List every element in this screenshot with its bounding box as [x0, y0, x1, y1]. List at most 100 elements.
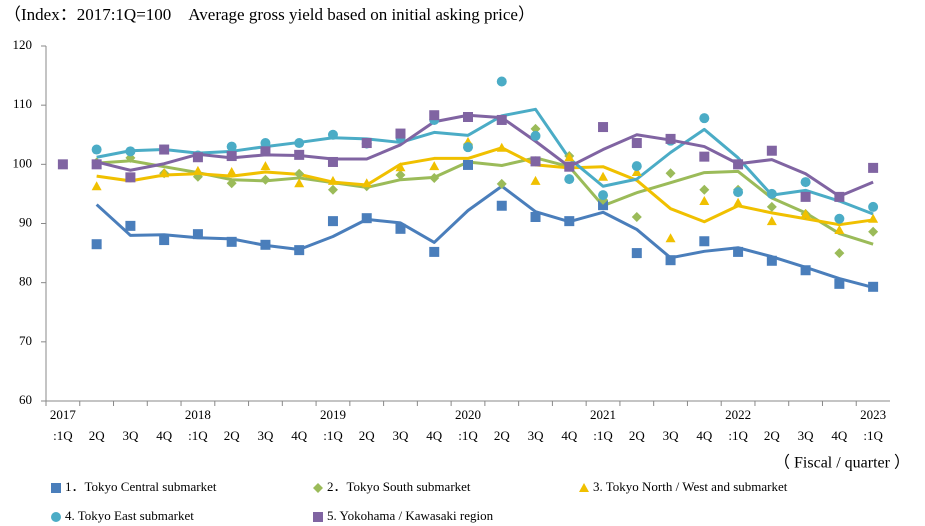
x-year-label: 2018 — [185, 407, 211, 422]
x-tick-label: 2Q — [359, 428, 376, 443]
x-tick-label: :1Q — [188, 428, 208, 443]
marker — [800, 191, 811, 202]
marker — [192, 165, 203, 175]
marker — [631, 138, 642, 149]
marker — [496, 76, 507, 87]
marker — [463, 159, 473, 170]
marker — [429, 172, 440, 183]
marker — [260, 239, 271, 250]
x-axis-label: （ Fiscal / quarter ） — [774, 454, 910, 472]
x-tick-label: 3Q — [393, 428, 410, 443]
marker — [564, 161, 575, 172]
marker — [868, 226, 879, 237]
x-tick-label: 3Q — [528, 428, 545, 443]
marker — [91, 159, 102, 170]
legend-marker — [313, 512, 323, 522]
marker — [530, 156, 541, 167]
x-tick-label: 4Q — [291, 428, 308, 443]
marker — [800, 177, 811, 188]
marker — [260, 161, 271, 171]
marker — [868, 162, 879, 173]
marker — [91, 181, 102, 191]
marker — [463, 112, 473, 122]
marker — [192, 229, 203, 240]
x-tick-label: 2Q — [89, 428, 106, 443]
marker — [665, 233, 676, 243]
marker — [327, 175, 338, 185]
x-tick-label: 2Q — [764, 428, 781, 443]
marker — [631, 167, 642, 177]
marker — [564, 152, 575, 162]
marker — [91, 239, 102, 250]
x-tick-label: 3Q — [122, 428, 139, 443]
marker — [733, 187, 744, 198]
marker — [361, 178, 372, 188]
marker — [530, 123, 541, 134]
marker — [699, 184, 710, 195]
marker — [766, 188, 777, 199]
marker — [226, 151, 237, 162]
marker — [395, 169, 406, 180]
x-tick-label: 4Q — [561, 428, 578, 443]
marker — [260, 174, 271, 185]
marker — [868, 201, 879, 212]
x-year-label: 2020 — [455, 407, 481, 422]
marker — [631, 161, 642, 172]
marker — [699, 151, 710, 162]
marker — [699, 196, 710, 206]
marker — [834, 248, 845, 259]
x-tick-label: :1Q — [728, 428, 748, 443]
legend-marker — [579, 483, 589, 492]
marker — [733, 246, 744, 257]
x-tick-label: :1Q — [458, 428, 478, 443]
x-tick-label: 3Q — [257, 428, 274, 443]
marker — [665, 133, 676, 144]
marker — [327, 216, 338, 227]
x-tick-label: 3Q — [798, 428, 815, 443]
x-tick-label: 3Q — [663, 428, 680, 443]
trend-line — [96, 146, 874, 227]
marker — [226, 178, 237, 189]
legend-label: 5. Yokohama / Kawasaki region — [327, 508, 494, 523]
marker — [125, 172, 136, 183]
marker — [699, 236, 710, 247]
marker — [226, 236, 237, 247]
marker — [766, 255, 777, 266]
x-tick-label: :1Q — [53, 428, 73, 443]
marker — [665, 168, 676, 179]
legend-label: 1．Tokyo Central submarket — [65, 479, 217, 494]
x-tick-label: 2Q — [629, 428, 646, 443]
marker — [125, 146, 136, 157]
legend-marker — [51, 512, 61, 522]
x-tick-label: :1Q — [593, 428, 613, 443]
marker — [564, 174, 575, 185]
marker — [294, 138, 305, 149]
marker — [159, 168, 170, 178]
marker — [361, 213, 372, 224]
y-tick-label: 70 — [19, 333, 32, 348]
marker — [564, 216, 575, 227]
marker — [800, 265, 811, 276]
marker — [598, 122, 609, 133]
marker — [496, 142, 507, 152]
legend-label: 4. Tokyo East submarket — [65, 508, 194, 523]
marker — [834, 213, 845, 224]
marker — [260, 138, 271, 149]
marker — [868, 281, 879, 292]
y-tick-label: 80 — [19, 274, 32, 289]
x-tick-label: 4Q — [696, 428, 713, 443]
marker — [766, 145, 777, 156]
x-year-label: 2023 — [860, 407, 886, 422]
marker — [260, 146, 271, 157]
y-tick-label: 120 — [13, 37, 33, 52]
marker — [699, 113, 710, 124]
x-year-label: 2017 — [50, 407, 77, 422]
y-tick-label: 110 — [13, 96, 32, 111]
marker — [429, 110, 440, 121]
marker — [598, 190, 609, 201]
marker — [800, 209, 811, 219]
x-tick-label: 2Q — [494, 428, 511, 443]
marker — [429, 246, 440, 257]
